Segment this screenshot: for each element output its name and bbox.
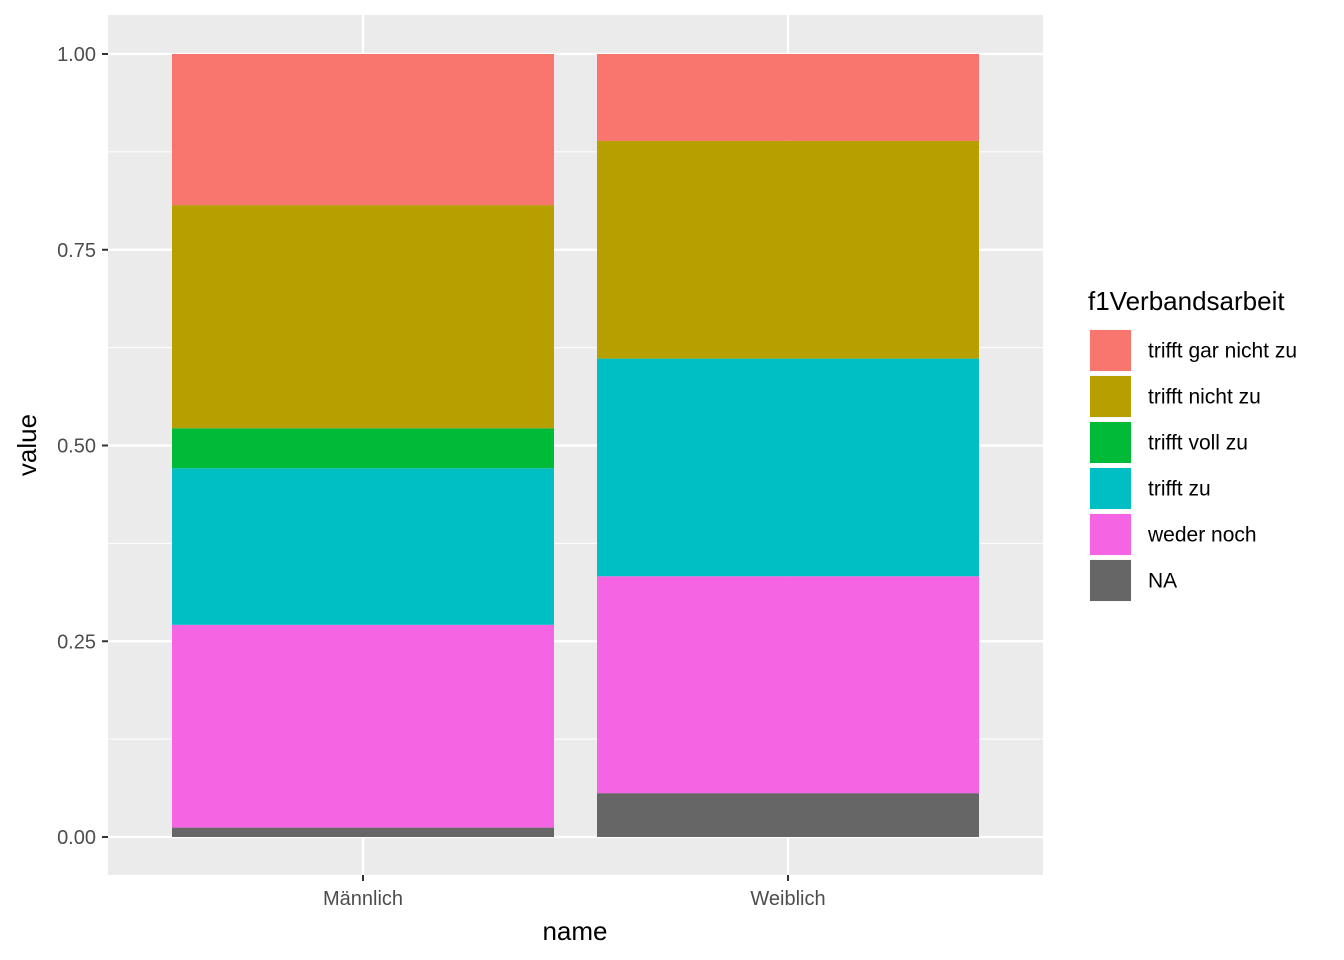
y-tick-label: 0.75 [57, 240, 96, 262]
legend-title: f1Verbandsarbeit [1088, 286, 1285, 316]
legend-key [1090, 560, 1131, 601]
x-tick-label: Männlich [323, 888, 403, 910]
legend-label: NA [1148, 570, 1177, 593]
x-axis: Männlich Weiblich [323, 875, 826, 910]
legend-label: weder noch [1147, 524, 1257, 547]
legend-key [1090, 330, 1131, 371]
legend-key [1090, 468, 1131, 509]
legend: f1Verbandsarbeit trifft gar nicht zu trif… [1088, 286, 1297, 603]
legend-label: trifft zu [1148, 478, 1211, 501]
legend-label: trifft gar nicht zu [1148, 340, 1297, 363]
legend-key [1090, 376, 1131, 417]
y-tick-label: 0.25 [57, 631, 96, 653]
y-axis-title: value [12, 414, 42, 476]
bar-segment [597, 54, 979, 141]
bar-segment [172, 54, 554, 206]
y-tick-label: 1.00 [57, 44, 96, 66]
x-axis-title: name [542, 916, 607, 946]
legend-key [1090, 514, 1131, 555]
x-tick-label: Weiblich [750, 888, 825, 910]
legend-label: trifft voll zu [1148, 432, 1248, 455]
bar-segment [172, 205, 554, 429]
bar-segment [172, 827, 554, 837]
bar-segment [172, 624, 554, 828]
bar-segment [172, 468, 554, 625]
y-tick-label: 0.50 [57, 436, 96, 458]
legend-key [1090, 422, 1131, 463]
bar-segment [597, 793, 979, 837]
bar-segment [597, 576, 979, 794]
y-axis: 0.00 0.25 0.50 0.75 1.00 [57, 44, 108, 849]
bar-segment [597, 140, 979, 359]
legend-label: trifft nicht zu [1148, 386, 1261, 409]
bar-segment [172, 428, 554, 469]
bars [172, 54, 979, 837]
bar-segment [597, 358, 979, 577]
y-tick-label: 0.00 [57, 827, 96, 849]
